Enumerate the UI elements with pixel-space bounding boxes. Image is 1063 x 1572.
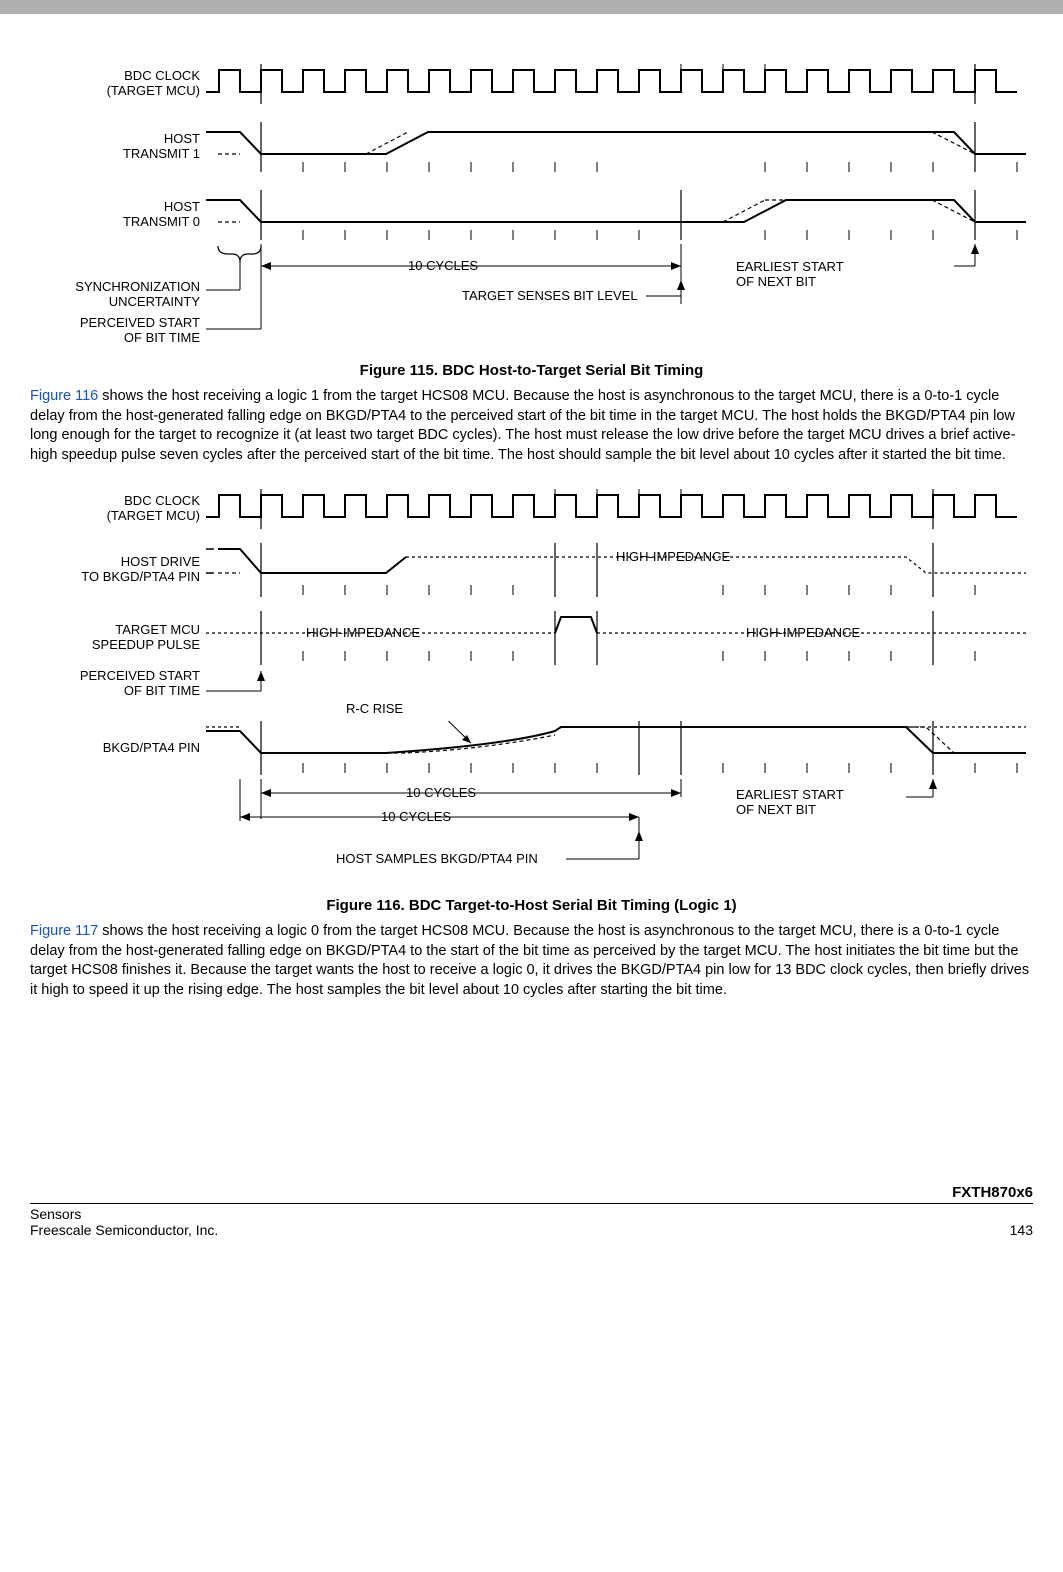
host-drive-label: HOST DRIVE TO BKGD/PTA4 PIN <box>30 555 206 585</box>
sync-l1: SYNCHRONIZATION <box>75 279 200 294</box>
bdc-clock-waveform <box>206 64 1026 104</box>
bdc-clock-l2: (TARGET MCU) <box>107 83 200 98</box>
product-code: FXTH870x6 <box>952 1184 1033 1201</box>
host-samples-label: HOST SAMPLES BKGD/PTA4 PIN <box>336 851 538 866</box>
page-number: 143 <box>1010 1222 1033 1238</box>
perceived-l1: PERCEIVED START <box>80 315 200 330</box>
figure-115-caption: Figure 115. BDC Host-to-Target Serial Bi… <box>30 362 1033 379</box>
rc-rise-label: R-C RISE <box>346 701 403 716</box>
host-tx0-l1: HOST <box>164 199 200 214</box>
paragraph-2: Figure 117 shows the host receiving a lo… <box>30 922 1033 1000</box>
perceived-start-label-116: PERCEIVED START OF BIT TIME <box>30 669 206 699</box>
ten-cycles-116-a: 10 CYCLES <box>406 785 476 800</box>
host-tx1-label: HOST TRANSMIT 1 <box>30 132 206 162</box>
figure-117-link[interactable]: Figure 117 <box>30 923 98 939</box>
para2-text: shows the host receiving a logic 0 from … <box>30 923 1029 998</box>
bdc-clock-label: BDC CLOCK (TARGET MCU) <box>30 69 206 99</box>
fig116-annotations <box>206 779 1026 889</box>
bdc-clock-waveform-116 <box>206 489 1026 529</box>
sync-l2: UNCERTAINTY <box>109 294 200 309</box>
figure-115-diagram: BDC CLOCK (TARGET MCU) HOST TRANSMIT <box>30 64 1033 354</box>
paragraph-1: Figure 116 shows the host receiving a lo… <box>30 387 1033 465</box>
ten-cycles-116-b: 10 CYCLES <box>381 809 451 824</box>
bkgd-pin-waveform <box>206 721 1026 775</box>
left-anno-labels: SYNCHRONIZATION UNCERTAINTY PERCEIVED ST… <box>30 244 206 346</box>
bdc-clock-l1: BDC CLOCK <box>124 68 200 83</box>
earliest-start-label-115: EARLIEST START OF NEXT BIT <box>736 259 844 289</box>
host-tx0-label: HOST TRANSMIT 0 <box>30 200 206 230</box>
para1-text: shows the host receiving a logic 1 from … <box>30 388 1015 463</box>
page-footer: FXTH870x6 Sensors Freescale Semiconducto… <box>0 1184 1063 1258</box>
hiz-label-2: HIGH-IMPEDANCE <box>306 625 420 640</box>
top-grey-bar <box>0 0 1063 14</box>
target-senses-label: TARGET SENSES BIT LEVEL <box>462 288 638 303</box>
earliest-start-label-116: EARLIEST START OF NEXT BIT <box>736 787 844 817</box>
figure-116-caption: Figure 116. BDC Target-to-Host Serial Bi… <box>30 897 1033 914</box>
bkgd-pin-label: BKGD/PTA4 PIN <box>30 741 206 756</box>
target-pulse-label: TARGET MCU SPEEDUP PULSE <box>30 623 206 653</box>
host-tx0-waveform <box>206 190 1026 240</box>
figure-116-link[interactable]: Figure 116 <box>30 388 98 404</box>
host-tx1-l1: HOST <box>164 131 200 146</box>
host-tx0-l2: TRANSMIT 0 <box>123 214 200 229</box>
footer-left: Sensors Freescale Semiconductor, Inc. <box>30 1206 218 1238</box>
ten-cycles-label: 10 CYCLES <box>408 258 478 273</box>
page-content: BDC CLOCK (TARGET MCU) HOST TRANSMIT <box>0 14 1063 1044</box>
hiz-label-3: HIGH-IMPEDANCE <box>746 625 860 640</box>
perceived-l2: OF BIT TIME <box>124 330 200 345</box>
host-tx1-l2: TRANSMIT 1 <box>123 146 200 161</box>
host-tx1-waveform <box>206 122 1026 172</box>
hiz-label-1: HIGH-IMPEDANCE <box>616 549 730 564</box>
bdc-clock-label-116: BDC CLOCK (TARGET MCU) <box>30 494 206 524</box>
perceived-arrow-116 <box>206 671 1026 697</box>
figure-116-diagram: BDC CLOCK (TARGET MCU) HOST DRIVE TO <box>30 489 1033 889</box>
